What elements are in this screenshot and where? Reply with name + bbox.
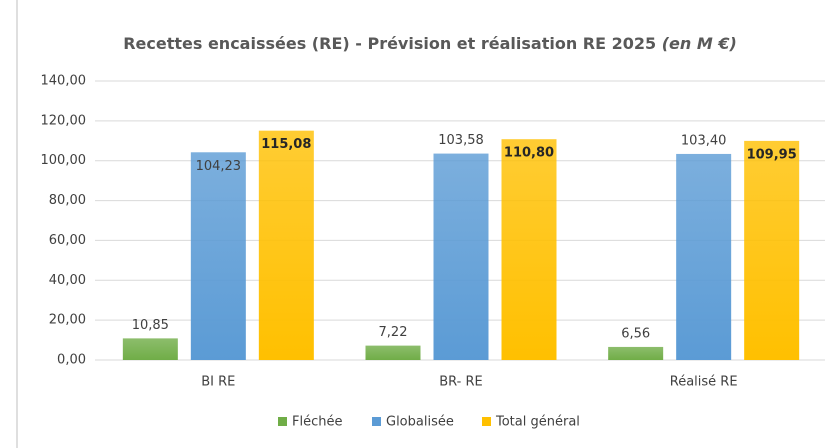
bar	[501, 139, 557, 360]
x-tick-label: Réalisé RE	[670, 375, 738, 390]
legend-swatch	[482, 417, 491, 426]
x-tick-label: BI RE	[201, 375, 235, 390]
y-tick-label: 100,00	[41, 153, 87, 168]
y-tick-label: 120,00	[41, 113, 87, 128]
legend-label: Total général	[495, 415, 580, 430]
data-label: 115,08	[261, 137, 311, 152]
data-label: 109,95	[747, 147, 797, 162]
bar	[122, 338, 178, 360]
x-tick-label: BR- RE	[439, 375, 483, 390]
bar	[190, 152, 246, 360]
y-tick-label: 40,00	[49, 273, 86, 288]
bar	[258, 130, 314, 360]
legend-swatch	[372, 417, 381, 426]
data-label: 7,22	[379, 325, 408, 340]
data-label: 10,85	[132, 318, 169, 333]
y-tick-label: 80,00	[49, 193, 86, 208]
legend-swatch	[278, 417, 287, 426]
data-label: 104,23	[196, 159, 242, 174]
data-label: 6,56	[621, 326, 650, 341]
chart-title: Recettes encaissées (RE) - Prévision et …	[123, 34, 656, 53]
chart-title-group: Recettes encaissées (RE) - Prévision et …	[123, 34, 737, 53]
y-tick-label: 20,00	[49, 313, 86, 328]
data-label: 110,80	[504, 146, 554, 161]
data-label: 103,58	[438, 133, 484, 148]
legend-label: Fléchée	[292, 415, 342, 430]
bar	[608, 346, 664, 360]
bar	[676, 153, 732, 360]
y-tick-label: 60,00	[49, 233, 86, 248]
data-label: 103,40	[681, 133, 727, 148]
chart-title-unit: (en M €)	[662, 34, 737, 53]
y-tick-label: 0,00	[57, 353, 86, 368]
bar	[433, 153, 489, 360]
legend-label: Globalisée	[386, 415, 454, 430]
bar	[744, 140, 800, 360]
bar	[365, 345, 421, 360]
y-tick-label: 140,00	[41, 74, 87, 89]
